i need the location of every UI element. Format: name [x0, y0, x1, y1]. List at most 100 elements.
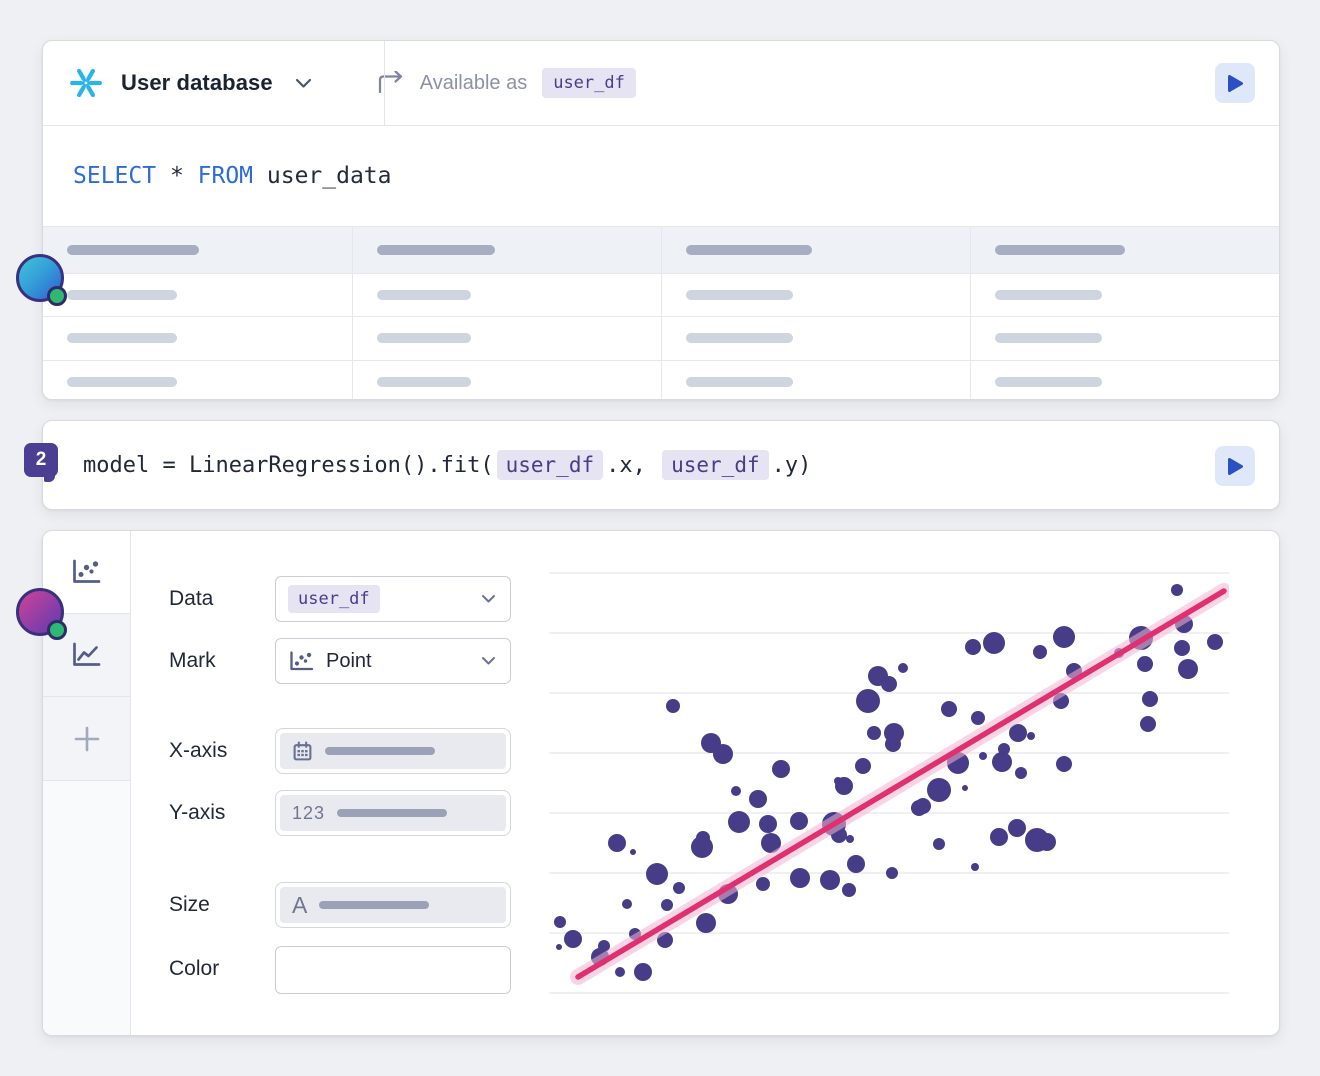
- scatter-point: [1137, 656, 1153, 672]
- table-cell: [970, 274, 1279, 317]
- snowflake-icon: [69, 66, 103, 100]
- online-status-dot: [47, 286, 67, 306]
- data-select-value: user_df: [288, 585, 380, 613]
- scatter-point: [646, 863, 668, 885]
- scatter-point: [855, 758, 871, 774]
- sql-cell-header: User database Available as user_df: [43, 41, 1279, 125]
- cell-number-badge: 2: [24, 443, 58, 482]
- column-placeholder-bar: [319, 901, 430, 909]
- calendar-icon: [292, 741, 313, 762]
- scatter-point: [933, 838, 945, 850]
- cell-placeholder-bar: [377, 376, 471, 387]
- header-placeholder-bar: [67, 245, 199, 255]
- scatter-point: [756, 877, 770, 891]
- scatter-point: [554, 916, 566, 928]
- table-cell: [970, 227, 1279, 273]
- scatter-point: [1053, 626, 1075, 648]
- scatter-chart-icon: [70, 558, 103, 586]
- source-selector[interactable]: User database: [43, 66, 312, 100]
- number-type-icon: 123: [292, 802, 326, 823]
- cell-placeholder-bar: [686, 290, 793, 301]
- scatter-plot: [549, 566, 1229, 1001]
- cell-placeholder-bar: [995, 333, 1102, 344]
- scatter-point: [634, 963, 652, 981]
- header-placeholder-bar: [686, 245, 812, 255]
- available-as-group: Available as user_df: [376, 68, 636, 98]
- scatter-point: [1033, 645, 1047, 659]
- plus-icon: [73, 725, 101, 753]
- table-cell: [661, 227, 970, 273]
- scatter-point: [661, 899, 673, 911]
- scatter-point: [998, 743, 1010, 755]
- scatter-point: [898, 663, 908, 673]
- color-field[interactable]: [275, 946, 511, 994]
- scatter-point: [886, 867, 898, 879]
- python-cell: model = LinearRegression().fit(user_df .x…: [42, 420, 1280, 510]
- scatter-point: [965, 639, 981, 655]
- mark-select-value: Point: [326, 649, 372, 672]
- scatter-point: [713, 744, 733, 764]
- scatter-point: [1027, 732, 1035, 740]
- data-select[interactable]: user_df: [275, 576, 511, 622]
- table-cell: [970, 360, 1279, 399]
- dataframe-name-badge: user_df: [542, 68, 636, 98]
- table-cell: [661, 274, 970, 317]
- scatter-point: [790, 868, 810, 888]
- size-field[interactable]: A: [275, 882, 511, 928]
- code-text: .x,: [606, 452, 660, 478]
- scatter-point: [847, 855, 865, 873]
- cell-placeholder-bar: [67, 333, 177, 344]
- chevron-down-icon[interactable]: [295, 78, 312, 89]
- scatter-point: [962, 785, 968, 791]
- column-placeholder-bar: [325, 747, 435, 755]
- query-result-table: [43, 226, 1279, 399]
- returns-arrow-icon: [376, 70, 406, 96]
- scatter-point: [1142, 691, 1158, 707]
- scatter-point: [608, 834, 626, 852]
- scatter-point: [983, 632, 1005, 654]
- tab-scatter-chart[interactable]: [43, 531, 130, 614]
- table-row: [43, 359, 1279, 399]
- scatter-point: [749, 790, 767, 808]
- sql-keyword: SELECT: [73, 163, 157, 189]
- scatter-point: [884, 723, 904, 743]
- x-axis-field[interactable]: [275, 728, 511, 774]
- y-axis-field-label: Y-axis: [169, 801, 226, 824]
- scatter-point: [622, 899, 632, 909]
- online-status-dot: [47, 620, 67, 640]
- scatter-point: [867, 726, 881, 740]
- mark-select[interactable]: Point: [275, 638, 511, 684]
- scatter-point: [992, 752, 1012, 772]
- sql-editor[interactable]: SELECT * FROM user_data: [43, 125, 1279, 226]
- scatter-point: [790, 812, 808, 830]
- data-field-label: Data: [169, 587, 214, 610]
- tab-add-chart[interactable]: [43, 697, 130, 781]
- scatter-point: [990, 828, 1008, 846]
- sql-cell: User database Available as user_df SELE: [42, 40, 1280, 400]
- color-field-label: Color: [169, 957, 220, 980]
- trend-line: [575, 588, 1227, 980]
- column-placeholder-bar: [337, 809, 448, 817]
- sql-table-name: user_data: [253, 163, 392, 189]
- y-axis-field[interactable]: 123: [275, 790, 511, 836]
- scatter-point: [1009, 724, 1027, 742]
- chevron-down-icon: [481, 594, 496, 604]
- scatter-point: [772, 760, 790, 778]
- table-cell: [352, 360, 661, 399]
- table-cell: [661, 317, 970, 360]
- scatter-point: [673, 882, 685, 894]
- scatter-point: [696, 913, 716, 933]
- cell-placeholder-bar: [67, 290, 177, 301]
- scatter-point: [556, 944, 562, 950]
- run-code-button[interactable]: [1215, 446, 1255, 486]
- table-cell: [352, 274, 661, 317]
- mark-field-label: Mark: [169, 649, 216, 672]
- chart-cell: Data Mark X-axis Y-axis Size Color user_…: [42, 530, 1280, 1036]
- scatter-point: [971, 711, 985, 725]
- cell-placeholder-bar: [995, 376, 1102, 387]
- table-row: [43, 227, 1279, 273]
- code-editor[interactable]: model = LinearRegression().fit(user_df .x…: [43, 421, 1279, 509]
- run-sql-button[interactable]: [1215, 63, 1255, 103]
- scatter-point: [1015, 767, 1027, 779]
- scatter-point: [666, 699, 680, 713]
